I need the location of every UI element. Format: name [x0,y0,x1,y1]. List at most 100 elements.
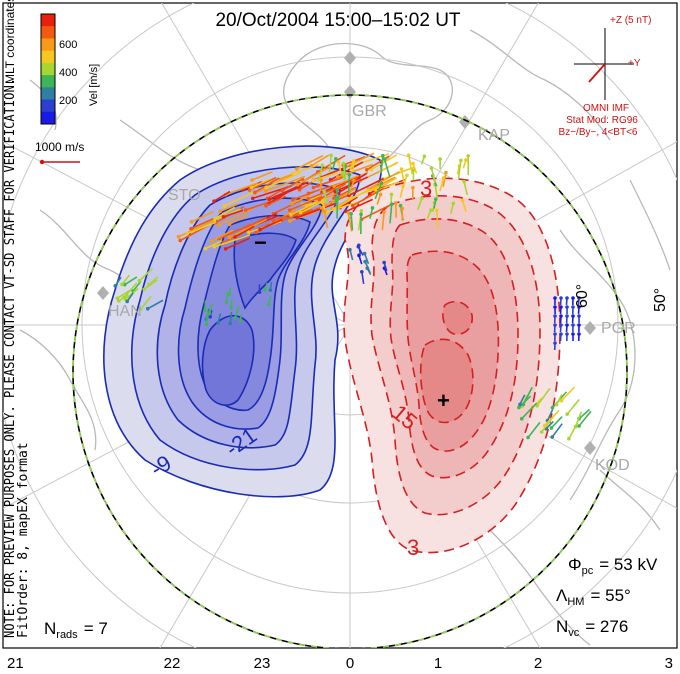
velocity-vector-origin [549,426,554,430]
velocity-vector-origin [571,314,575,318]
velocity-vector [566,398,580,415]
velocity-vector-origin [319,178,323,182]
station-label-kap: KAP [478,127,510,144]
velocity-vector-origin [203,308,207,313]
velocity-vector [190,218,214,230]
imf-z-label: +Z (5 nT) [610,15,651,26]
velocity-vector-origin [553,341,557,345]
velocity-vector-origin [460,198,465,203]
velocity-vector [457,160,462,179]
velocity-vector [191,210,214,223]
velocity-vector [463,181,468,196]
velocity-vector-origin [565,314,569,318]
velocity-vector-origin [227,292,232,296]
velocity-vector-origin [204,322,209,327]
velocity-vector [333,174,360,187]
velocity-vector [229,218,268,239]
imf-clock: +Z (5 nT) +Y OMNI IMF Stat Mod: RG96 Bz−… [559,15,652,138]
velocity-vector [229,311,233,324]
velocity-vector-origin [224,300,229,304]
velocity-vector-origin [521,402,526,407]
velocity-vector-origin [411,185,415,190]
velocity-vector [380,161,399,172]
velocity-vector [311,154,330,167]
imf-y-label: +Y [628,58,641,69]
contour-label-pos-3-bottom: 3 [407,535,419,560]
velocity-vector [138,267,154,282]
velocity-vector [383,158,391,178]
velocity-vector-origin [565,332,569,336]
velocity-vector-origin [357,243,361,248]
velocity-vector [178,218,216,238]
velocity-vector [551,423,563,438]
velocity-vector-origin [365,266,370,271]
velocity-vector-origin [559,323,563,327]
station-label-kod: KOD [595,457,630,474]
velocity-vector-origin [378,192,383,197]
velocity-vector [265,175,306,192]
velocity-vector-origin [577,323,581,327]
velocity-vector-origin [311,185,316,190]
velocity-vector-origin [519,416,524,421]
velocity-vector-origin [539,430,544,434]
colorbar-cell [41,14,55,27]
velocity-vector [234,225,255,238]
velocity-vector-origin [438,157,442,161]
mlt-label-3: 3 [665,655,673,672]
velocity-vector-origin [346,211,351,215]
velocity-vector-origin [382,157,387,161]
velocity-vector-origin [571,296,575,300]
velocity-vector-origin [249,185,254,190]
velocity-vector [436,210,439,229]
velocity-vectors [113,152,592,441]
stat-lambda-hm: ΛHM = 55° [556,586,631,608]
velocity-vector [211,229,234,242]
velocity-vector-origin [398,203,403,208]
velocity-vector-origin [350,203,355,208]
imf-model-line2: Bz−/By−, 4<BT<6 [559,127,638,138]
velocity-vector [521,402,538,420]
mlt-label-22: 22 [164,655,181,672]
velocity-vector-origin [218,209,222,214]
velocity-vector [225,237,250,250]
velocity-vector-origin [451,201,456,206]
velocity-vector-origin [359,212,363,217]
mlt-axis: 21 22 23 0 1 2 3 [7,655,673,672]
velocity-vector [213,190,231,202]
velocity-vector-origin [352,178,356,183]
latitude-label-50: 50° [652,288,669,312]
velocity-vector-origin [216,320,220,325]
velocity-vector-origin [250,178,254,182]
velocity-vector-origin [341,161,346,166]
velocity-vector-origin [526,435,530,440]
velocity-vector-origin [382,260,386,265]
potential-max-marker: + [437,388,450,413]
reference-vector-label: 1000 m/s [35,140,84,154]
velocity-vector-origin [212,218,217,222]
velocity-vector-origin [577,296,581,300]
velocity-vector-origin [233,235,237,239]
velocity-vector-origin [362,251,367,256]
velocity-vector [219,203,239,213]
velocity-vector-origin [297,187,302,192]
velocity-vector [332,199,349,210]
velocity-vector [116,290,130,299]
velocity-vector-origin [228,321,232,326]
velocity-vector-origin [347,173,352,177]
velocity-vector-origin [351,159,356,163]
velocity-vector [578,408,590,420]
velocity-vector [313,175,345,189]
velocity-vector [323,191,328,203]
velocity-vector-origin [147,282,151,287]
velocity-vector-origin [577,332,581,336]
velocity-vector [361,271,365,284]
velocity-vector-origin [268,288,273,292]
velocity-vector-origin [227,222,232,226]
velocity-vector [333,188,370,210]
velocity-vector-origin [363,259,367,264]
stat-phi-pc: Φpc = 53 kV [568,555,658,577]
velocity-vector-origin [559,332,563,336]
colorbar-cell [41,62,55,76]
